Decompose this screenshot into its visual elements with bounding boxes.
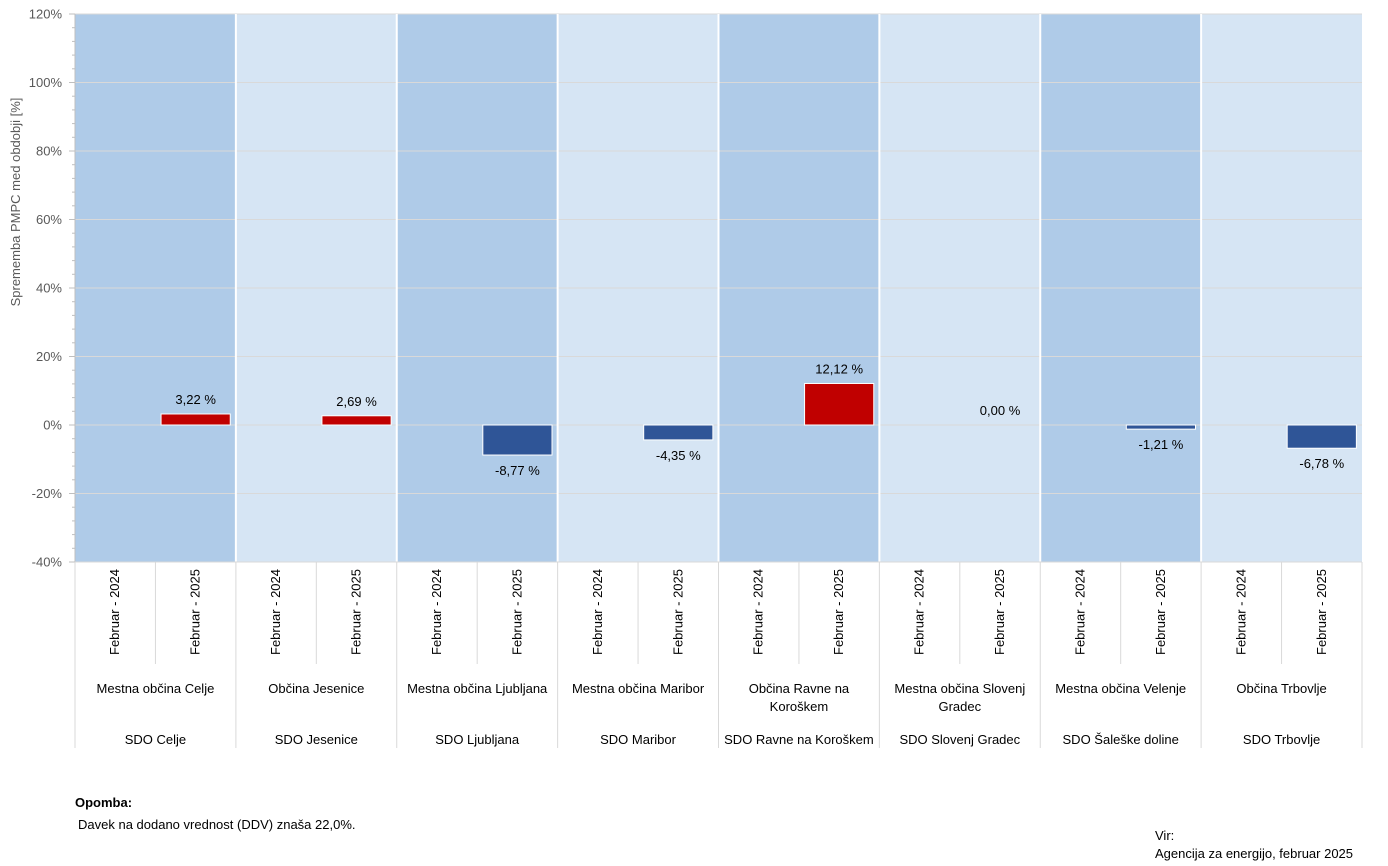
note-text: Davek na dodano vrednost (DDV) znaša 22,… [78, 817, 356, 832]
x-period-label: Februar - 2024 [1072, 569, 1087, 655]
chart: -40% -20% 0% 20% 40% 60% 80% 100% 120% Sprememba … [8, 7, 1363, 748]
bar-value-label: -4,35 % [656, 448, 701, 463]
y-tick-label: 100% [29, 75, 63, 90]
y-tick-label: 120% [29, 7, 63, 22]
x-sdo-label: SDO Trbovlje [1243, 732, 1320, 747]
y-tick-label: -40% [32, 555, 63, 570]
y-tick-label: 20% [36, 349, 62, 364]
bar-value-label: -8,77 % [495, 463, 540, 478]
x-period-label: Februar - 2024 [268, 569, 283, 655]
x-municipality-label: Mestna občina Slovenj [894, 681, 1025, 696]
x-sdo-label: SDO Celje [125, 732, 186, 747]
bar [1125, 424, 1196, 430]
x-municipality-label: Koroškem [770, 699, 829, 714]
x-period-label: Februar - 2025 [188, 569, 203, 655]
y-tick-label: 60% [36, 212, 62, 227]
bar-value-label: 0,00 % [980, 403, 1021, 418]
x-period-label: Februar - 2025 [1153, 569, 1168, 655]
x-period-label: Februar - 2025 [831, 569, 846, 655]
bar [804, 382, 875, 426]
bar-value-label: -1,21 % [1139, 437, 1184, 452]
bar-value-label: 12,12 % [815, 361, 863, 376]
x-municipality-label: Gradec [938, 699, 981, 714]
bar-value-label: -6,78 % [1299, 456, 1344, 471]
x-period-label: Februar - 2024 [429, 569, 444, 655]
x-sdo-label: SDO Slovenj Gradec [899, 732, 1020, 747]
x-period-label: Februar - 2025 [1314, 569, 1329, 655]
bar [1286, 424, 1357, 449]
x-municipality-label: Občina Jesenice [268, 681, 364, 696]
x-municipality-label: Občina Trbovlje [1236, 681, 1326, 696]
x-period-label: Februar - 2024 [912, 569, 927, 655]
x-period-label: Februar - 2024 [590, 569, 605, 655]
x-sdo-label: SDO Maribor [600, 732, 677, 747]
source-label: Vir: [1155, 828, 1175, 843]
x-municipality-label: Mestna občina Maribor [572, 681, 705, 696]
x-sdo-label: SDO Šaleške doline [1063, 732, 1179, 747]
bar [160, 413, 231, 426]
x-period-label: Februar - 2024 [751, 569, 766, 655]
bar [482, 424, 553, 456]
x-period-label: Februar - 2025 [670, 569, 685, 655]
bar [321, 415, 392, 426]
y-tick-label: -20% [32, 486, 63, 501]
x-sdo-label: SDO Ravne na Koroškem [724, 732, 874, 747]
bar [643, 424, 714, 441]
x-period-label: Februar - 2025 [349, 569, 364, 655]
x-municipality-label: Občina Ravne na [749, 681, 850, 696]
note-title: Opomba: [75, 795, 133, 810]
x-municipality-label: Mestna občina Celje [97, 681, 215, 696]
source-text: Agencija za energijo, februar 2025 [1155, 846, 1354, 861]
x-municipality-label: Mestna občina Velenje [1055, 681, 1186, 696]
y-axis-title: Sprememba PMPC med obdobji [%] [8, 98, 23, 307]
x-period-label: Februar - 2024 [1233, 569, 1248, 655]
x-period-label: Februar - 2024 [107, 569, 122, 655]
bar-value-label: 2,69 % [336, 394, 377, 409]
x-sdo-label: SDO Jesenice [275, 732, 358, 747]
bar-value-label: 3,22 % [175, 392, 216, 407]
x-period-label: Februar - 2025 [509, 569, 524, 655]
y-tick-label: 80% [36, 144, 62, 159]
x-period-label: Februar - 2025 [992, 569, 1007, 655]
y-tick-label: 40% [36, 281, 62, 296]
x-municipality-label: Mestna občina Ljubljana [407, 681, 548, 696]
y-tick-label: 0% [43, 418, 62, 433]
x-sdo-label: SDO Ljubljana [435, 732, 520, 747]
